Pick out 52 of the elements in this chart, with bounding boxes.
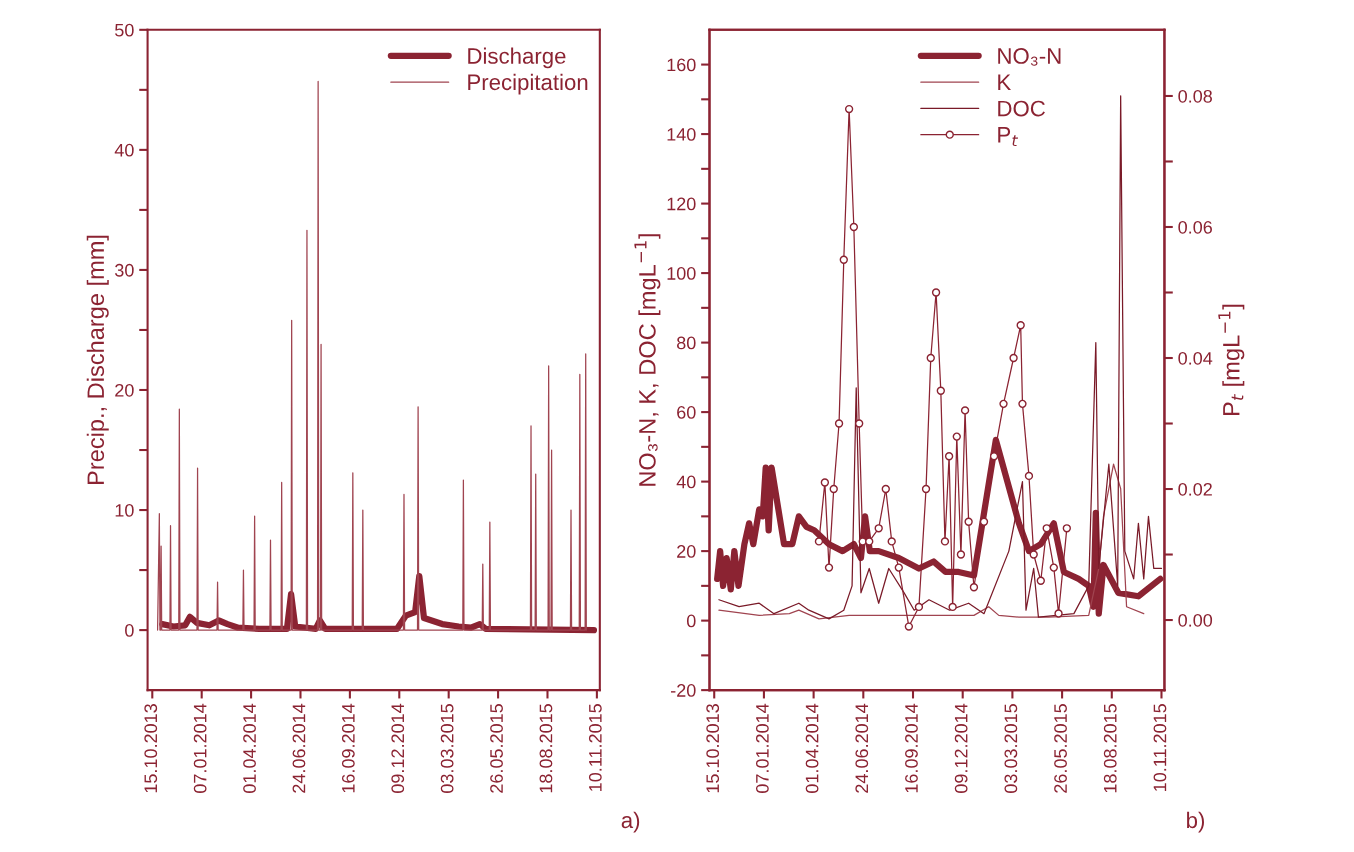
x-tick-label: 18.08.2015 [1103,704,1117,793]
x-tick-label: 16.09.2014 [341,703,355,793]
y-tick-label: 100 [667,267,696,280]
y2-tick-label: 0.06 [1178,220,1212,234]
x-tick-label: 24.06.2014 [855,703,869,793]
x-tick-label: 18.08.2015 [539,704,553,793]
y2-tick-label: 0.08 [1178,89,1212,103]
y-tick-label: 0 [125,624,134,637]
x-tick-label: 09.12.2014 [954,703,968,793]
y-tick-label: 40 [114,143,134,157]
x-tick-label: 03.03.2015 [1004,704,1018,793]
legend-label: K [998,74,1011,90]
y-tick-label: 50 [115,23,134,37]
x-tick-label: 26.05.2015 [490,704,503,793]
y-tick-label: 120 [667,197,696,211]
y-tick-label: 60 [677,406,696,419]
y-axis-title: NO₃-N, K, DOC [mgL$^{−1}$] [634,234,661,486]
y-tick-label: 20 [677,545,696,558]
y-tick-label: 20 [115,383,134,397]
y-axis-title: Precip., Discharge [mm] [86,235,109,484]
y2-tick-label: 0.02 [1178,482,1212,496]
x-tick-label: 15.10.2013 [144,704,158,793]
legend-label: DOC [998,100,1045,117]
y-tick-label: -20 [671,684,696,697]
x-tick-label: 10.11.2015 [588,704,602,791]
y-tick-label: 80 [677,336,696,350]
y-tick-label: 10 [115,503,134,517]
x-tick-label: 15.10.2013 [706,704,720,793]
y-tick-label: 140 [667,128,696,141]
text: b) [1187,811,1205,833]
x-tick-label: 10.11.2015 [1153,704,1167,791]
y2-axis-title: P$_{t}$ [mgL$^{−1}$] [1218,304,1245,416]
y-tick-label: 30 [115,263,134,277]
x-tick-label: 16.09.2014 [905,703,918,793]
legend-label: P$_{t}$ [998,127,1019,147]
legend-label: Discharge [468,47,566,69]
x-tick-label: 01.04.2014 [243,703,256,793]
x-tick-label: 24.06.2014 [292,703,306,793]
x-tick-label: 07.01.2014 [755,703,769,793]
x-tick-label: 01.04.2014 [805,703,819,793]
y2-tick-label: 0.04 [1178,351,1213,365]
x-tick-label: 09.12.2014 [391,703,405,793]
legend-label: NO₃-N [998,48,1061,66]
y-tick-label: 40 [676,475,696,489]
x-tick-label: 26.05.2015 [1054,704,1067,793]
x-tick-label: 03.03.2015 [440,704,454,793]
y2-tick-label: 0.00 [1178,613,1213,627]
legend-label: Precipitation [468,73,588,95]
x-tick-label: 07.01.2014 [193,703,207,793]
y-tick-label: 0 [686,614,696,628]
text: a) [621,811,640,833]
y-tick-label: 160 [667,58,696,72]
